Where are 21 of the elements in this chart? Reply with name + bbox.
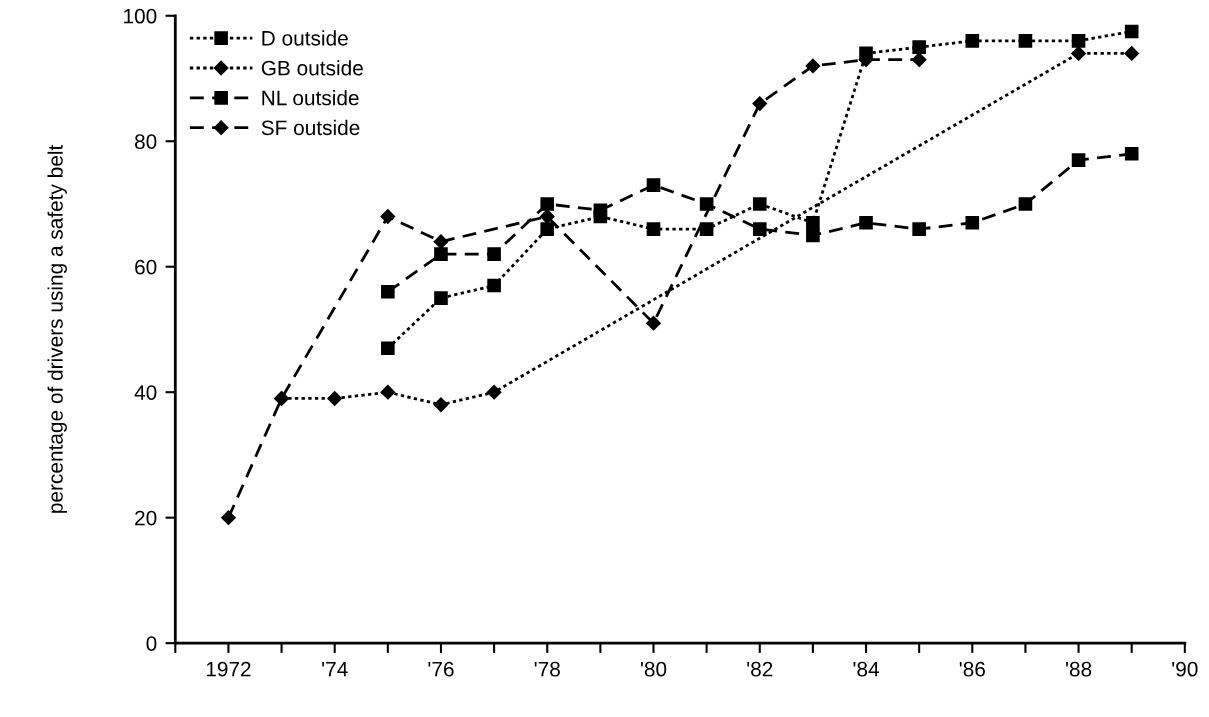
- x-tick-label: '74: [322, 661, 348, 677]
- legend-label: GB outside: [261, 60, 363, 76]
- x-tick-label: '80: [640, 661, 667, 677]
- x-tick-label: '86: [959, 661, 985, 677]
- x-tick-label: '88: [1066, 661, 1092, 677]
- y-axis-title: percentage of drivers using a safety belt: [47, 144, 67, 513]
- y-tick-label: 0: [146, 636, 157, 651]
- legend-label: NL outside: [262, 90, 359, 106]
- y-tick-label: 60: [135, 259, 157, 275]
- legend-label: D outside: [262, 30, 348, 46]
- y-tick-label: 20: [135, 510, 157, 526]
- x-tick-label: '84: [853, 661, 879, 677]
- x-tick-label: '82: [747, 661, 773, 677]
- x-tick-label: '90: [1172, 661, 1198, 677]
- x-tick-label: '78: [534, 661, 560, 677]
- legend-label: SF outside: [261, 119, 360, 136]
- y-tick-label: 40: [134, 385, 157, 400]
- y-tick-label: 80: [134, 134, 157, 149]
- x-tick-label: '76: [428, 661, 454, 677]
- x-tick-label: 1972: [206, 661, 251, 677]
- y-tick-label: 100: [124, 8, 157, 24]
